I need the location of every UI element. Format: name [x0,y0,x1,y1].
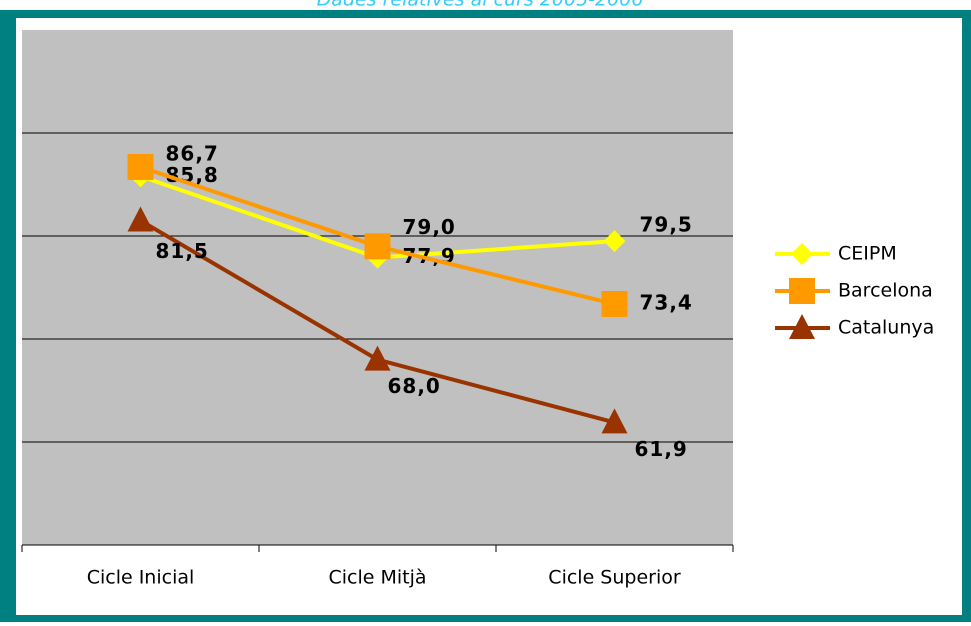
data-label: 73,4 [640,290,693,314]
point-marker [603,230,626,253]
data-label: 61,9 [635,437,688,461]
data-label: 79,0 [403,215,456,239]
point-marker [127,206,154,232]
data-label: 81,5 [156,239,209,263]
x-tick-label: Cicle Inicial [87,567,195,589]
point-marker [127,153,154,180]
x-tick-label: Cicle Mitjà [328,567,426,589]
title-band [0,0,971,10]
point-marker [364,345,391,371]
legend-marker [791,243,813,265]
plot-area [22,30,733,545]
legend-label: CEIPM [838,243,897,265]
point-marker [364,233,391,260]
data-label: 79,5 [640,213,693,237]
legend-marker [789,278,815,304]
legend-marker [789,314,815,339]
x-tick-label: Cicle Superior [548,567,681,589]
data-label: 68,0 [388,374,441,398]
legend-label: Catalunya [838,317,934,339]
data-label: 86,7 [166,141,219,165]
point-marker [601,290,628,317]
point-marker [601,408,628,434]
chart-title: Dades relatives al curs 2005-2006 [317,0,644,11]
legend-label: Barcelona [838,280,933,302]
